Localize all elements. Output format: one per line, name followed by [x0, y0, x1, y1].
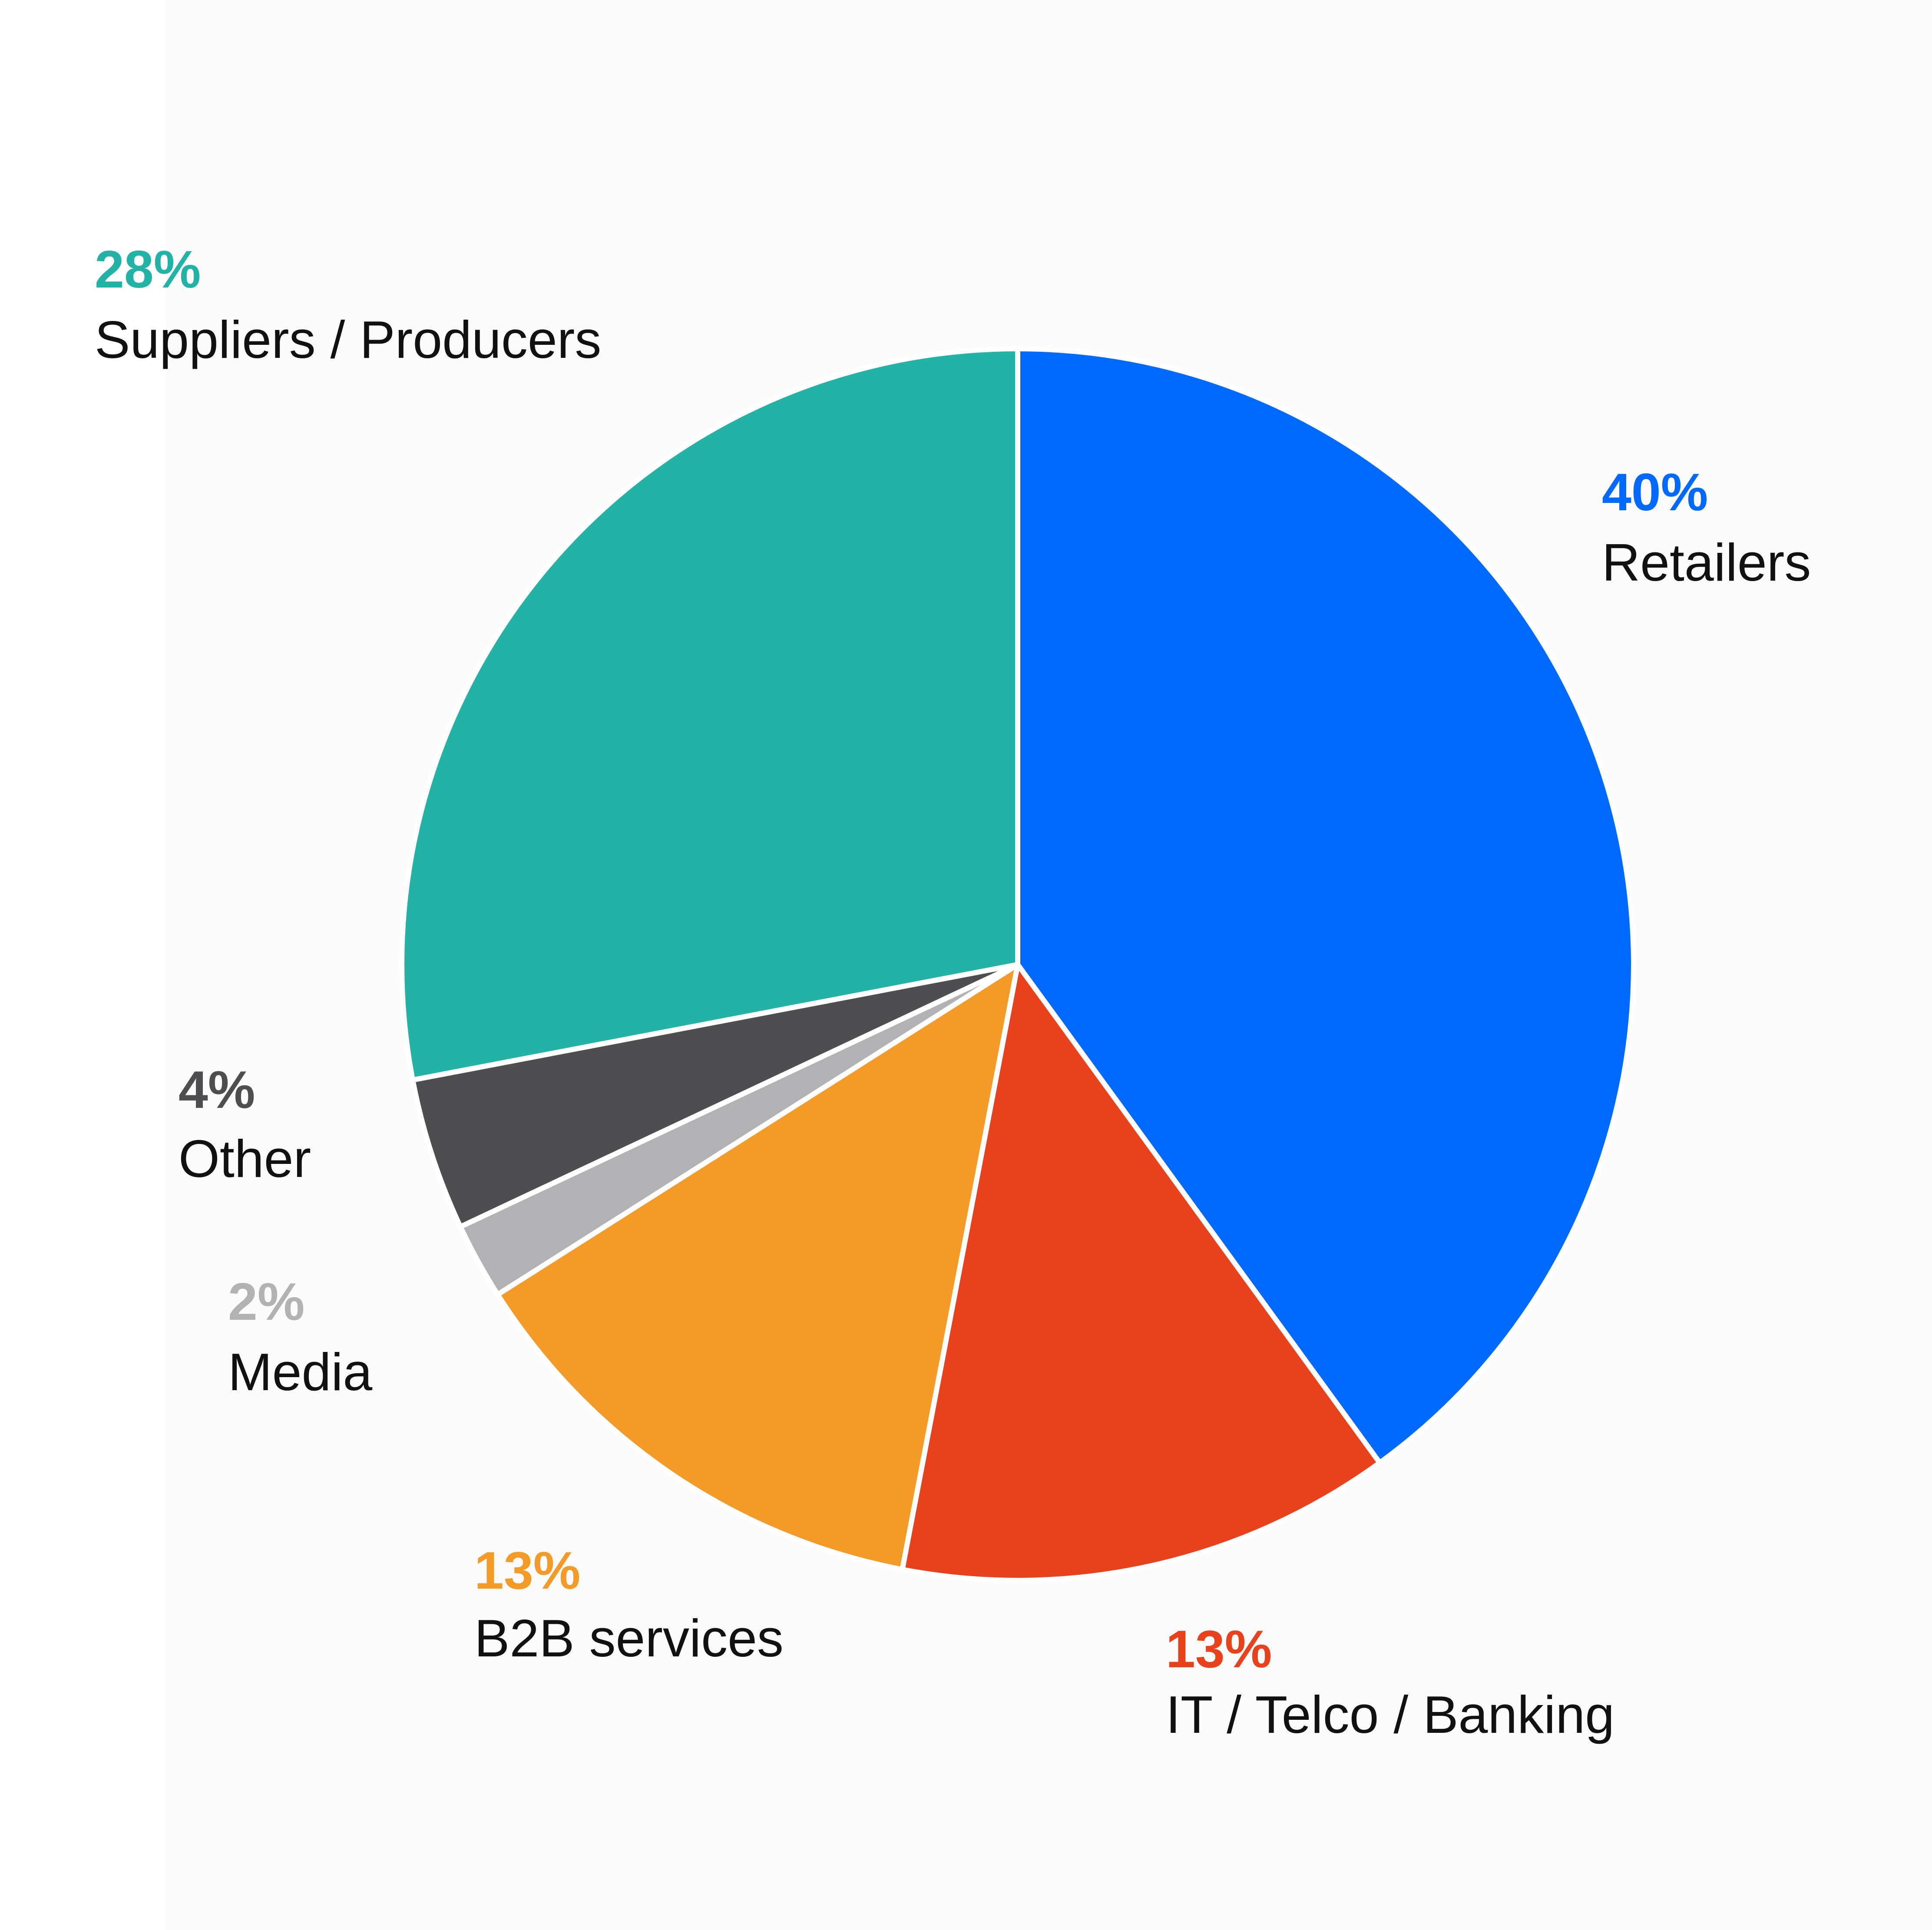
pie-slice	[399, 346, 1020, 1083]
category-label: IT / Telco / Banking	[1166, 1685, 1614, 1744]
value-label: 13%	[474, 1541, 580, 1600]
value-label: 28%	[95, 240, 201, 299]
value-label: 13%	[1166, 1619, 1272, 1679]
category-label: Other	[179, 1129, 311, 1188]
category-label: Suppliers / Producers	[95, 310, 601, 369]
pie-slice	[1015, 346, 1636, 1466]
value-label: 40%	[1602, 463, 1708, 522]
category-label: B2B services	[474, 1609, 784, 1668]
category-label: Retailers	[1602, 533, 1811, 592]
value-label: 2%	[228, 1272, 304, 1331]
pie-slice	[900, 962, 1383, 1583]
pie-slice	[410, 962, 1020, 1229]
value-label: 4%	[179, 1060, 255, 1119]
pie-slice	[495, 962, 1020, 1572]
category-label: Media	[228, 1342, 372, 1401]
